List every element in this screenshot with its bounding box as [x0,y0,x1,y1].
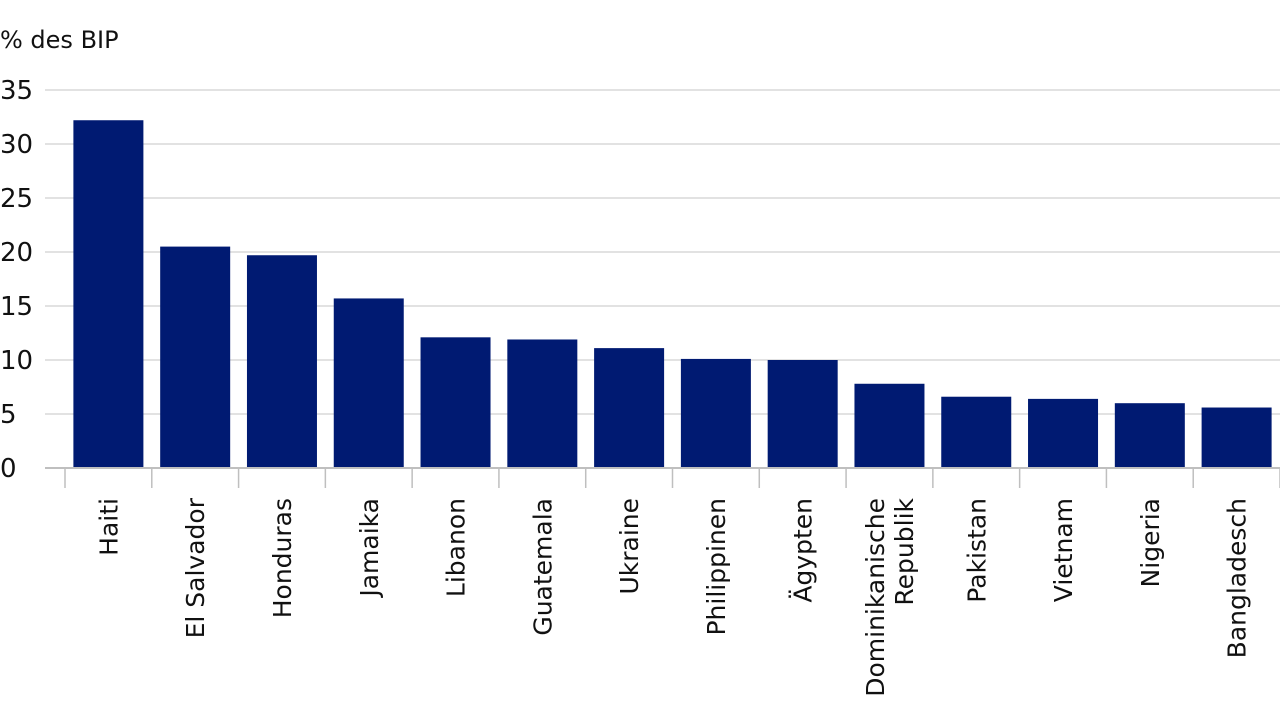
bar [680,358,751,468]
y-tick-label: 0 [0,454,17,484]
bar [73,120,144,469]
y-axis-title: % des BIP [0,26,119,54]
x-tick-label-line: Pakistan [962,498,991,603]
bar [767,360,838,468]
y-tick-label: 30 [0,130,33,160]
y-tick-label: 20 [0,238,33,268]
x-tick-label: Guatemala [528,498,557,636]
bar [941,396,1012,468]
x-tick-label: Ägypten [789,498,818,603]
x-tick-label-line: Republik [890,497,919,605]
x-tick-label-line: Jamaika [355,498,384,599]
x-tick-label: Libanon [442,498,471,597]
x-tick-label-line: Libanon [442,498,471,597]
bar [160,246,231,468]
x-axis-tick-labels: Haiti El Salvador Honduras Jamaika Libanon Gu… [94,497,1251,696]
bar [1201,407,1272,468]
x-tick-label-line: Nigeria [1136,498,1165,587]
bar [1028,398,1099,468]
x-tick-label: Honduras [268,498,297,618]
bar [1114,403,1185,468]
y-tick-label: 25 [0,184,33,214]
x-tick-label: Pakistan [962,498,991,603]
y-tick-label: 35 [0,76,33,106]
x-tick-label: El Salvador [181,497,210,638]
x-tick-label-line: Bangladesch [1223,498,1252,658]
x-tick-label-line: Ägypten [789,498,818,603]
x-tick-label-line: Dominikanische [861,498,890,697]
x-tick-label-line: Ukraine [615,498,644,595]
x-tick-label: DominikanischeRepublik [861,497,919,696]
x-tick-label: Jamaika [355,498,384,599]
x-tick-label-line: Haiti [94,498,123,556]
x-tick-label-line: Guatemala [528,498,557,636]
x-tick-label: Philippinen [702,498,731,636]
x-tick-label-line: Honduras [268,498,297,618]
x-tick-label: Vietnam [1049,498,1078,602]
x-tick-label-line: Vietnam [1049,498,1078,602]
x-tick-label: Haiti [94,498,123,556]
x-tick-label-line: Philippinen [702,498,731,636]
bar [507,339,578,468]
y-tick-label: 10 [0,346,33,376]
x-tick-label: Nigeria [1136,498,1165,587]
y-axis-tick-labels: 0 5 10 15 20 25 30 35 [0,76,33,484]
bar [854,383,925,468]
bars [73,120,1272,469]
bar [246,255,317,468]
bar [420,337,491,468]
x-tick-label: Ukraine [615,498,644,595]
bar [594,348,665,468]
x-tick-label: Bangladesch [1223,498,1252,658]
bar [333,298,404,468]
y-tick-label: 15 [0,292,33,322]
y-tick-label: 5 [0,400,17,430]
x-tick-label-line: El Salvador [181,497,210,638]
x-axis [45,467,1280,488]
